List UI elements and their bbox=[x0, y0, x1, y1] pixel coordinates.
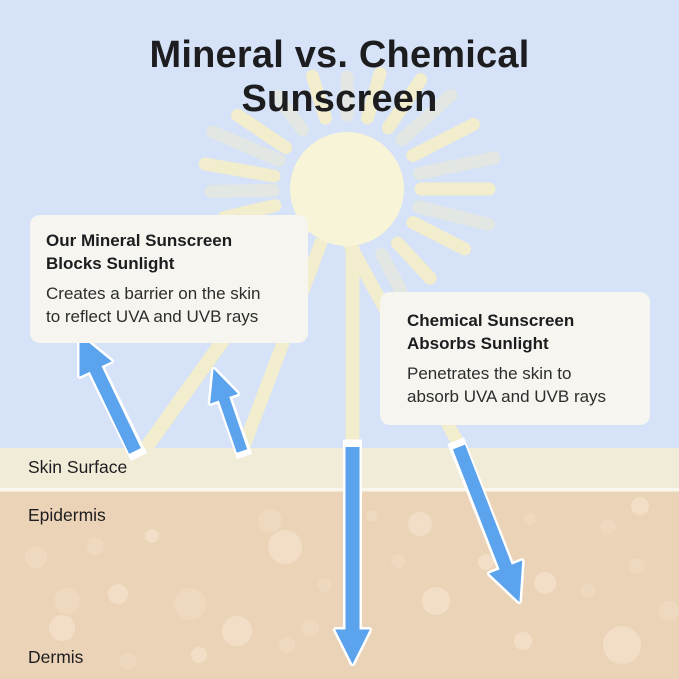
skin-surface-label: Skin Surface bbox=[28, 457, 128, 477]
callout-chemical-body-line1: Penetrates the skin to bbox=[407, 363, 572, 383]
sun-rays-icon bbox=[198, 67, 501, 297]
callout-mineral-body-line1: Creates a barrier on the skin bbox=[46, 283, 261, 303]
callout-mineral-sunscreen: Our Mineral Sunscreen Blocks Sunlight Cr… bbox=[30, 215, 308, 343]
penetrating-arrow-straight bbox=[333, 439, 372, 666]
dermis-bubbles bbox=[25, 497, 679, 669]
epidermis-label: Epidermis bbox=[28, 505, 106, 525]
sun-icon bbox=[290, 132, 404, 246]
callout-chemical-heading-line1: Chemical Sunscreen bbox=[407, 311, 575, 330]
callout-chemical-heading: Chemical Sunscreen Absorbs Sunlight bbox=[407, 310, 638, 356]
callout-chemical-body-line2: absorb UVA and UVB rays bbox=[407, 386, 607, 406]
page-title-line1: Mineral vs. Chemical bbox=[149, 34, 530, 76]
reflected-arrow-small bbox=[207, 367, 253, 460]
penetrating-arrow-diagonal bbox=[447, 437, 525, 604]
callout-mineral-heading-line1: Our Mineral Sunscreen bbox=[46, 231, 233, 250]
reflected-arrow-large bbox=[77, 333, 148, 462]
callout-mineral-heading: Our Mineral Sunscreen Blocks Sunlight bbox=[46, 230, 292, 276]
page-title: Mineral vs. Chemical Sunscreen bbox=[0, 33, 679, 121]
surface-epidermis-divider bbox=[0, 488, 679, 492]
callout-chemical-body: Penetrates the skin to absorb UVA and UV… bbox=[407, 363, 638, 409]
callout-chemical-sunscreen: Chemical Sunscreen Absorbs Sunlight Pene… bbox=[380, 292, 650, 425]
skin-layers bbox=[0, 448, 679, 679]
callout-mineral-body-line2: to reflect UVA and UVB rays bbox=[46, 306, 259, 326]
sun-beam-left-inner bbox=[234, 237, 329, 457]
skin-surface-band bbox=[0, 448, 679, 488]
callout-mineral-heading-line2: Blocks Sunlight bbox=[46, 253, 175, 273]
callout-mineral-body: Creates a barrier on the skin to reflect… bbox=[46, 283, 292, 329]
callout-chemical-heading-line2: Absorbs Sunlight bbox=[407, 333, 549, 353]
dermis-label: Dermis bbox=[28, 647, 84, 667]
page-title-line2: Sunscreen bbox=[241, 78, 438, 121]
